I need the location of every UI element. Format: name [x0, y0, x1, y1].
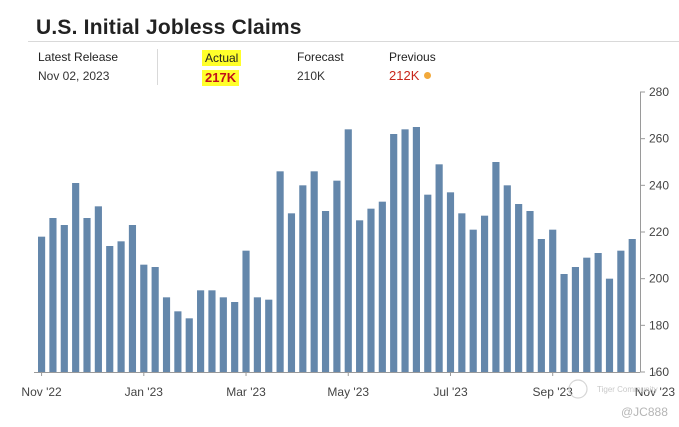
bar	[140, 264, 148, 372]
bar	[219, 297, 227, 372]
bar	[378, 201, 386, 372]
bar	[435, 164, 443, 372]
x-tick-label: Jan '23	[125, 385, 164, 399]
y-tick-label: 200	[649, 272, 669, 286]
watermark-logo-icon	[568, 379, 588, 399]
watermark-user: @JC888	[621, 405, 668, 419]
latest-release-label: Latest Release	[38, 50, 119, 64]
bar	[60, 225, 68, 372]
bar	[208, 290, 216, 372]
watermark-text: Tiger Community	[597, 385, 658, 394]
bar	[458, 213, 466, 372]
x-tick-label: Mar '23	[226, 385, 266, 399]
forecast-label: Forecast	[297, 50, 344, 64]
bar	[356, 220, 364, 372]
bar	[526, 211, 534, 372]
actual-label: Actual	[202, 50, 242, 66]
actual-value: 217K	[202, 70, 240, 86]
bar	[492, 162, 500, 372]
bar	[617, 250, 625, 372]
x-tick-label: Nov '22	[21, 385, 62, 399]
actual-stat: Actual 217K	[202, 49, 242, 87]
y-tick-label: 160	[649, 365, 669, 379]
bar	[469, 229, 477, 372]
bar	[151, 267, 159, 372]
x-tick-label: Sep '23	[533, 385, 574, 399]
previous-label: Previous	[389, 50, 436, 64]
bar	[174, 311, 182, 372]
x-tick-label: May '23	[327, 385, 369, 399]
bar	[117, 241, 125, 372]
bar	[390, 134, 398, 372]
stats-divider	[157, 49, 158, 85]
y-tick-label: 260	[649, 132, 669, 146]
bar	[253, 297, 261, 372]
bar	[162, 297, 171, 372]
bar	[265, 299, 273, 372]
bar	[242, 250, 250, 372]
previous-stat: Previous 212K	[389, 49, 436, 84]
bar	[537, 239, 545, 372]
latest-release-stat: Latest Release Nov 02, 2023	[38, 49, 118, 84]
previous-value: 212K	[389, 68, 420, 83]
y-tick-label: 280	[649, 85, 669, 99]
bar	[287, 213, 296, 372]
bar	[594, 253, 602, 372]
previous-dot-icon	[424, 72, 432, 79]
bar	[628, 239, 636, 372]
bar	[480, 215, 489, 372]
bar	[401, 129, 409, 372]
x-tick-label: Nov '23	[635, 385, 676, 399]
bar	[333, 180, 341, 372]
forecast-stat: Forecast 210K	[297, 49, 344, 84]
bar	[276, 171, 284, 372]
x-tick-label: Jul '23	[433, 385, 468, 399]
y-tick-label: 180	[649, 318, 669, 332]
bar	[424, 194, 432, 372]
bar	[344, 129, 352, 372]
bar	[299, 185, 307, 372]
bar	[446, 192, 455, 372]
bar	[605, 278, 614, 372]
bar	[321, 211, 330, 372]
bar	[571, 267, 580, 372]
y-tick-label: 240	[649, 178, 669, 192]
bar	[412, 127, 420, 372]
bar	[503, 185, 511, 372]
y-tick-label: 220	[649, 225, 669, 239]
bar	[185, 318, 193, 372]
bar	[197, 290, 205, 372]
bar	[72, 183, 80, 372]
forecast-value: 210K	[297, 69, 326, 83]
bar	[231, 302, 239, 372]
bar	[128, 225, 137, 372]
bar	[560, 274, 568, 372]
page-title: U.S. Initial Jobless Claims	[36, 16, 302, 39]
bar	[310, 171, 318, 372]
bar	[515, 204, 523, 372]
bar	[549, 229, 557, 372]
bar	[38, 236, 46, 372]
bar	[367, 208, 375, 372]
bar	[83, 218, 91, 372]
bar	[94, 206, 102, 372]
bar	[49, 218, 57, 372]
latest-release-value: Nov 02, 2023	[38, 69, 110, 83]
bar	[106, 246, 114, 372]
title-divider	[28, 41, 679, 42]
bar	[583, 257, 591, 372]
